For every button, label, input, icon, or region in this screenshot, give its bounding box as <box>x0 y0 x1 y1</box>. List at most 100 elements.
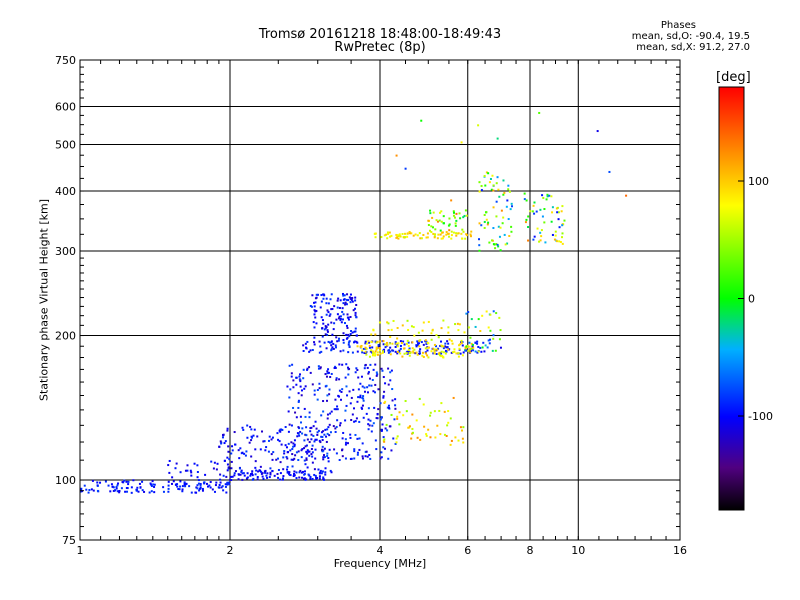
data-point <box>362 399 365 402</box>
data-point <box>408 425 411 428</box>
data-point <box>87 491 90 494</box>
data-point <box>294 411 297 414</box>
data-point <box>345 333 348 336</box>
data-point <box>405 410 408 413</box>
data-point <box>334 366 337 369</box>
data-point <box>417 331 420 334</box>
data-point <box>279 461 282 464</box>
data-point <box>336 419 339 422</box>
data-point <box>340 390 343 393</box>
data-point <box>361 351 364 354</box>
data-point <box>533 235 536 238</box>
data-point <box>345 298 348 301</box>
data-point <box>527 215 530 218</box>
data-point <box>168 459 171 462</box>
data-point <box>259 465 262 468</box>
data-point <box>354 371 357 374</box>
data-point <box>555 240 558 243</box>
data-point <box>395 437 398 440</box>
data-point <box>228 458 231 461</box>
data-point <box>347 299 350 302</box>
data-point <box>339 315 342 318</box>
data-point <box>303 447 306 450</box>
data-point <box>240 470 243 473</box>
data-point <box>328 423 331 426</box>
data-point <box>441 237 444 240</box>
data-point <box>322 458 325 461</box>
data-point <box>422 403 425 406</box>
data-point <box>369 419 372 422</box>
data-point <box>298 434 301 437</box>
data-point <box>454 323 457 326</box>
data-point <box>413 334 416 337</box>
data-point <box>448 229 451 232</box>
data-point <box>337 394 340 397</box>
data-point <box>227 450 230 453</box>
data-point <box>375 346 378 349</box>
x-tick-label: 8 <box>527 544 534 557</box>
y-axis-ticks: 75 100 200 300 400 500 600 750 <box>55 54 680 547</box>
data-point <box>533 201 536 204</box>
data-point <box>120 487 123 490</box>
data-point <box>387 457 390 460</box>
data-point <box>141 489 144 492</box>
data-point <box>293 443 296 446</box>
data-point <box>551 233 554 236</box>
data-point <box>254 448 257 451</box>
data-point <box>297 392 300 395</box>
data-point <box>436 237 439 240</box>
data-point <box>502 216 505 219</box>
data-point <box>527 239 530 242</box>
data-point <box>546 193 549 196</box>
data-point <box>461 437 464 440</box>
data-point <box>479 346 482 349</box>
data-point <box>277 457 280 460</box>
data-point <box>327 426 330 429</box>
data-point <box>486 223 489 226</box>
data-point <box>295 376 298 379</box>
data-point <box>277 468 280 471</box>
data-point <box>293 472 296 475</box>
data-point <box>336 405 339 408</box>
data-point <box>239 473 242 476</box>
data-point <box>407 344 410 347</box>
data-point <box>355 303 358 306</box>
data-point <box>350 330 353 333</box>
data-point <box>557 218 560 221</box>
data-point <box>304 415 307 418</box>
data-point <box>361 349 364 352</box>
data-point <box>322 476 325 479</box>
data-point <box>153 483 156 486</box>
data-point <box>304 463 307 466</box>
data-point <box>218 483 221 486</box>
data-point <box>220 486 223 489</box>
data-point <box>346 313 349 316</box>
data-point <box>126 490 129 493</box>
data-point <box>457 352 460 355</box>
data-point <box>255 469 258 472</box>
data-point <box>162 490 165 493</box>
data-point <box>478 244 481 247</box>
data-point <box>433 410 436 413</box>
data-point <box>301 432 304 435</box>
data-point <box>460 339 463 342</box>
y-tick-label: 400 <box>55 185 76 198</box>
data-point <box>423 425 426 428</box>
data-point <box>492 310 495 313</box>
data-point <box>230 467 233 470</box>
data-point <box>363 367 366 370</box>
data-point <box>337 339 340 342</box>
data-point <box>386 321 389 324</box>
data-point <box>341 292 344 295</box>
data-point <box>216 462 219 465</box>
data-point <box>222 433 225 436</box>
data-point <box>388 231 391 234</box>
data-point <box>471 343 474 346</box>
data-point <box>326 394 329 397</box>
data-point <box>334 427 337 430</box>
data-point <box>361 404 364 407</box>
data-point <box>358 420 361 423</box>
data-point <box>96 484 99 487</box>
data-point <box>212 467 215 470</box>
data-point <box>525 199 528 202</box>
